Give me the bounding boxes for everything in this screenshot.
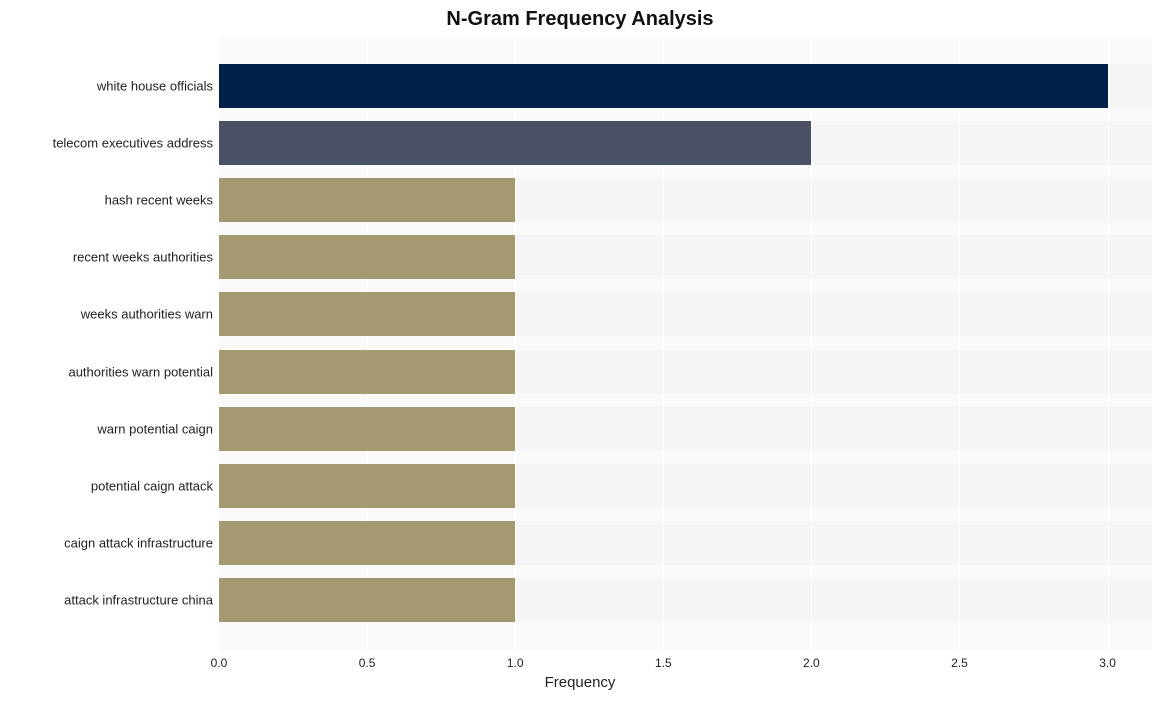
- chart-title: N-Gram Frequency Analysis: [0, 8, 1160, 31]
- x-gridline: [811, 36, 812, 650]
- x-tick-label: 3.0: [1099, 650, 1116, 670]
- bar: [219, 235, 515, 279]
- x-tick-label: 1.5: [655, 650, 672, 670]
- x-tick-label: 0.5: [359, 650, 376, 670]
- plot-area: 0.00.51.01.52.02.53.0white house officia…: [219, 36, 1152, 650]
- y-tick-label: hash recent weeks: [105, 193, 219, 208]
- bar: [219, 178, 515, 222]
- x-gridline: [959, 36, 960, 650]
- bar: [219, 64, 1108, 108]
- bar: [219, 464, 515, 508]
- bar: [219, 350, 515, 394]
- x-gridline: [1108, 36, 1109, 650]
- x-tick-label: 0.0: [211, 650, 228, 670]
- y-tick-label: telecom executives address: [53, 136, 219, 151]
- y-tick-label: authorities warn potential: [68, 364, 219, 379]
- bar: [219, 121, 811, 165]
- bar: [219, 292, 515, 336]
- bar: [219, 578, 515, 622]
- x-tick-label: 2.0: [803, 650, 820, 670]
- y-tick-label: weeks authorities warn: [81, 307, 219, 322]
- x-tick-label: 1.0: [507, 650, 524, 670]
- y-tick-label: caign attack infrastructure: [64, 535, 219, 550]
- x-axis-label: Frequency: [0, 674, 1160, 691]
- bar: [219, 521, 515, 565]
- y-tick-label: potential caign attack: [91, 478, 219, 493]
- bar: [219, 407, 515, 451]
- y-tick-label: recent weeks authorities: [73, 250, 219, 265]
- chart-container: N-Gram Frequency Analysis 0.00.51.01.52.…: [0, 0, 1160, 701]
- y-tick-label: warn potential caign: [97, 421, 219, 436]
- x-tick-label: 2.5: [951, 650, 968, 670]
- y-tick-label: white house officials: [97, 78, 219, 93]
- y-tick-label: attack infrastructure china: [64, 593, 219, 608]
